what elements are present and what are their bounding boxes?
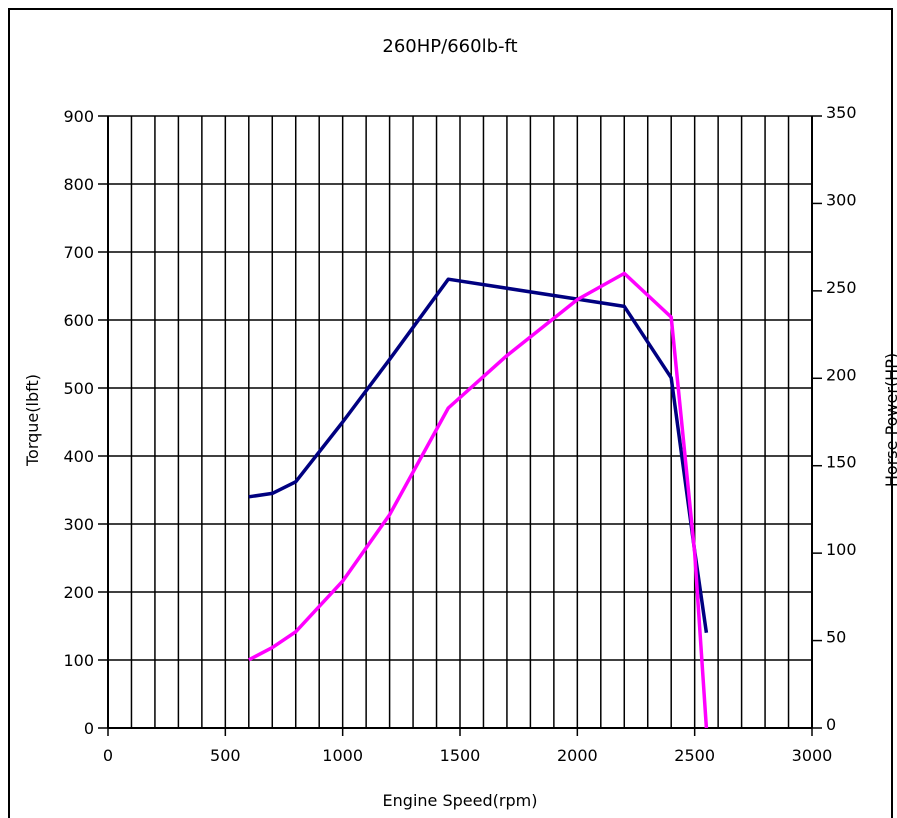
x-tick-label: 500 — [210, 746, 241, 765]
series-lines — [247, 271, 709, 729]
y-tick-label: 100 — [63, 651, 94, 670]
y2-tick-label: 350 — [826, 103, 857, 122]
x-tick-label: 0 — [103, 746, 113, 765]
x-tick-label: 3000 — [792, 746, 833, 765]
x-tick-label: 2000 — [557, 746, 598, 765]
y-tick-label: 800 — [63, 175, 94, 194]
y2-tick-label: 150 — [826, 453, 857, 472]
y2-tick-label: 200 — [826, 365, 857, 384]
x-tick-label: 1500 — [440, 746, 481, 765]
y2-tick-label: 300 — [826, 190, 857, 209]
y-tick-label: 400 — [63, 447, 94, 466]
horsepower-line — [247, 271, 709, 729]
tick-labels: 0 100 200 300 400 500 600 700 800 900 0 50 100 150 200… — [63, 103, 856, 765]
y-tick-label: 600 — [63, 311, 94, 330]
y2-tick-label: 50 — [826, 628, 846, 647]
x-axis-label: Engine Speed(rpm) — [383, 791, 538, 810]
y2-tick-label: 0 — [826, 715, 836, 734]
y2-tick-label: 100 — [826, 540, 857, 559]
y2-tick-label: 250 — [826, 278, 857, 297]
x-tick-label: 2500 — [674, 746, 715, 765]
chart-title: 260HP/660lb-ft — [382, 36, 517, 57]
grid — [108, 115, 812, 728]
y-tick-label: 900 — [63, 107, 94, 126]
torque-line — [248, 277, 709, 634]
y2-axis-label: Horse Power(HP) — [882, 353, 897, 487]
y-tick-label: 0 — [84, 719, 94, 738]
y-axis-label: Torque(lbft) — [23, 374, 42, 467]
y-tick-label: 200 — [63, 583, 94, 602]
x-tick-label: 1000 — [322, 746, 363, 765]
y-tick-label: 300 — [63, 515, 94, 534]
y-tick-label: 700 — [63, 243, 94, 262]
y-tick-label: 500 — [63, 379, 94, 398]
